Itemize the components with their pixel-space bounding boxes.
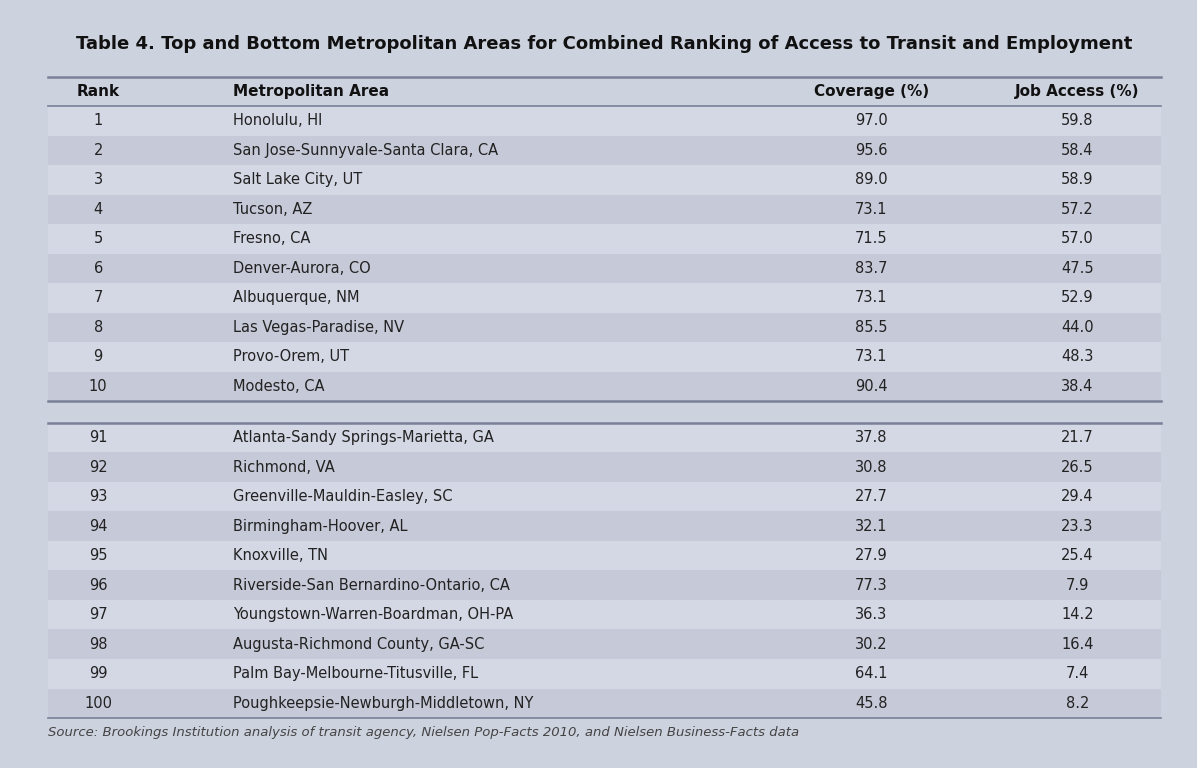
Text: Denver-Aurora, CO: Denver-Aurora, CO <box>233 261 371 276</box>
Text: 25.4: 25.4 <box>1061 548 1094 563</box>
Text: 94: 94 <box>89 518 108 534</box>
Text: 26.5: 26.5 <box>1061 459 1094 475</box>
Text: Metropolitan Area: Metropolitan Area <box>233 84 389 99</box>
Text: 71.5: 71.5 <box>855 231 888 247</box>
Text: Table 4. Top and Bottom Metropolitan Areas for Combined Ranking of Access to Tra: Table 4. Top and Bottom Metropolitan Are… <box>77 35 1132 52</box>
Text: Coverage (%): Coverage (%) <box>814 84 929 99</box>
Text: Salt Lake City, UT: Salt Lake City, UT <box>233 172 363 187</box>
Text: 1: 1 <box>93 113 103 128</box>
Text: Fresno, CA: Fresno, CA <box>233 231 311 247</box>
Text: Atlanta-Sandy Springs-Marietta, GA: Atlanta-Sandy Springs-Marietta, GA <box>233 430 494 445</box>
Text: Augusta-Richmond County, GA-SC: Augusta-Richmond County, GA-SC <box>233 637 485 652</box>
Text: 10: 10 <box>89 379 108 394</box>
Text: 58.9: 58.9 <box>1061 172 1094 187</box>
Text: 27.9: 27.9 <box>855 548 888 563</box>
Text: 29.4: 29.4 <box>1061 489 1094 504</box>
Text: Provo-Orem, UT: Provo-Orem, UT <box>233 349 350 365</box>
Text: Las Vegas-Paradise, NV: Las Vegas-Paradise, NV <box>233 320 405 335</box>
Text: 7.4: 7.4 <box>1065 667 1089 681</box>
Text: 38.4: 38.4 <box>1061 379 1094 394</box>
Text: 92: 92 <box>89 459 108 475</box>
Text: 27.7: 27.7 <box>855 489 888 504</box>
Text: 95.6: 95.6 <box>855 143 888 157</box>
Text: 8.2: 8.2 <box>1065 696 1089 711</box>
Text: 16.4: 16.4 <box>1061 637 1094 652</box>
Text: 99: 99 <box>89 667 108 681</box>
Text: 73.1: 73.1 <box>855 290 888 306</box>
Text: 100: 100 <box>84 696 113 711</box>
Text: 36.3: 36.3 <box>856 607 887 622</box>
Text: 52.9: 52.9 <box>1061 290 1094 306</box>
Text: 96: 96 <box>89 578 108 593</box>
Text: 57.0: 57.0 <box>1061 231 1094 247</box>
Text: Modesto, CA: Modesto, CA <box>233 379 324 394</box>
Text: 2: 2 <box>93 143 103 157</box>
Text: 97.0: 97.0 <box>855 113 888 128</box>
Text: 47.5: 47.5 <box>1061 261 1094 276</box>
Text: Source: Brookings Institution analysis of transit agency, Nielsen Pop-Facts 2010: Source: Brookings Institution analysis o… <box>48 726 800 739</box>
Text: 64.1: 64.1 <box>855 667 888 681</box>
Text: 59.8: 59.8 <box>1061 113 1094 128</box>
Text: Albuquerque, NM: Albuquerque, NM <box>233 290 360 306</box>
Text: 89.0: 89.0 <box>855 172 888 187</box>
Text: 93: 93 <box>89 489 108 504</box>
Text: Palm Bay-Melbourne-Titusville, FL: Palm Bay-Melbourne-Titusville, FL <box>233 667 479 681</box>
Text: 48.3: 48.3 <box>1061 349 1094 365</box>
Text: 4: 4 <box>93 202 103 217</box>
Text: 77.3: 77.3 <box>855 578 888 593</box>
Text: 73.1: 73.1 <box>855 202 888 217</box>
Text: 44.0: 44.0 <box>1061 320 1094 335</box>
Text: Greenville-Mauldin-Easley, SC: Greenville-Mauldin-Easley, SC <box>233 489 452 504</box>
Text: 45.8: 45.8 <box>855 696 888 711</box>
Text: Youngstown-Warren-Boardman, OH-PA: Youngstown-Warren-Boardman, OH-PA <box>233 607 514 622</box>
Text: 83.7: 83.7 <box>855 261 888 276</box>
Text: Job Access (%): Job Access (%) <box>1015 84 1140 99</box>
Text: 57.2: 57.2 <box>1061 202 1094 217</box>
Text: 7.9: 7.9 <box>1065 578 1089 593</box>
Text: 23.3: 23.3 <box>1061 518 1094 534</box>
Text: 30.8: 30.8 <box>855 459 888 475</box>
Text: 14.2: 14.2 <box>1061 607 1094 622</box>
Text: 95: 95 <box>89 548 108 563</box>
Text: Birmingham-Hoover, AL: Birmingham-Hoover, AL <box>233 518 408 534</box>
Text: Poughkeepsie-Newburgh-Middletown, NY: Poughkeepsie-Newburgh-Middletown, NY <box>233 696 534 711</box>
Text: Richmond, VA: Richmond, VA <box>233 459 335 475</box>
Text: Knoxville, TN: Knoxville, TN <box>233 548 328 563</box>
Text: Tucson, AZ: Tucson, AZ <box>233 202 312 217</box>
Text: Riverside-San Bernardino-Ontario, CA: Riverside-San Bernardino-Ontario, CA <box>233 578 510 593</box>
Text: 90.4: 90.4 <box>855 379 888 394</box>
Text: 21.7: 21.7 <box>1061 430 1094 445</box>
Text: 7: 7 <box>93 290 103 306</box>
Text: 97: 97 <box>89 607 108 622</box>
Text: 73.1: 73.1 <box>855 349 888 365</box>
Text: 30.2: 30.2 <box>855 637 888 652</box>
Text: 85.5: 85.5 <box>855 320 888 335</box>
Text: San Jose-Sunnyvale-Santa Clara, CA: San Jose-Sunnyvale-Santa Clara, CA <box>233 143 498 157</box>
Text: 37.8: 37.8 <box>855 430 888 445</box>
Text: Honolulu, HI: Honolulu, HI <box>233 113 323 128</box>
Text: 5: 5 <box>93 231 103 247</box>
Text: 32.1: 32.1 <box>855 518 888 534</box>
Text: 8: 8 <box>93 320 103 335</box>
Text: 98: 98 <box>89 637 108 652</box>
Text: Rank: Rank <box>77 84 120 99</box>
Text: 58.4: 58.4 <box>1061 143 1094 157</box>
Text: 6: 6 <box>93 261 103 276</box>
Text: 91: 91 <box>89 430 108 445</box>
Text: 9: 9 <box>93 349 103 365</box>
Text: 3: 3 <box>93 172 103 187</box>
